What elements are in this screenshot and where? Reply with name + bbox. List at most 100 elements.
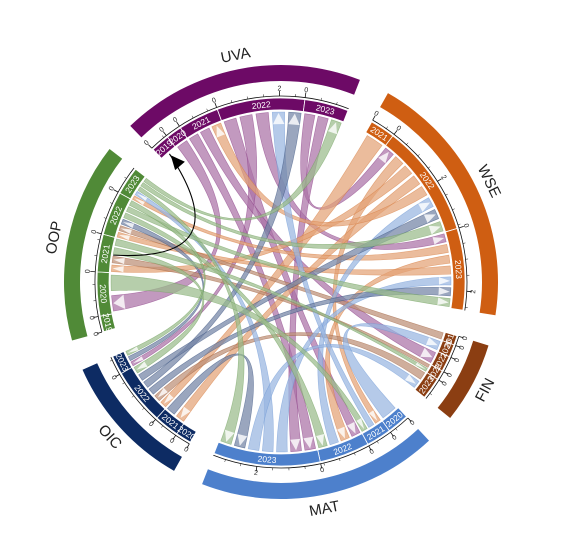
link-arrowhead — [120, 228, 132, 235]
link-arrowhead — [113, 294, 126, 310]
axis-tick — [457, 223, 461, 226]
link-arrowhead — [118, 234, 130, 241]
link-arrowhead — [438, 277, 450, 285]
axis-tick — [142, 407, 145, 410]
group-arc-wse — [380, 93, 499, 316]
link-arrowhead — [425, 337, 438, 346]
link-arrowhead — [420, 347, 433, 358]
axis-tick — [323, 462, 325, 466]
axis-tick — [96, 331, 103, 334]
axis-line — [110, 357, 190, 445]
axis-tick — [162, 131, 167, 136]
axis-tick — [386, 126, 388, 129]
chord-link — [271, 111, 375, 428]
year-sector — [213, 441, 321, 467]
axis-tick — [224, 459, 226, 462]
axis-line — [425, 336, 460, 399]
chord-link — [132, 195, 449, 261]
tick-label: 0 — [147, 421, 155, 429]
tick-label: 0 — [88, 315, 96, 320]
link-arrowhead — [336, 426, 345, 439]
axis-tick — [443, 371, 449, 375]
axis-tick — [372, 115, 376, 121]
year-label: 2023 — [257, 454, 277, 465]
link-arrowhead — [216, 125, 225, 138]
axis-tick — [113, 189, 119, 193]
link-arrowhead — [237, 433, 248, 446]
axis-tick — [445, 193, 448, 196]
tick-label: 0 — [168, 437, 175, 445]
chord-link — [137, 186, 245, 445]
year-label: 2023 — [453, 260, 464, 280]
axis-line — [94, 167, 135, 333]
link-arrowhead — [132, 356, 144, 364]
group-arc-fin — [437, 340, 489, 418]
axis-tick — [320, 463, 323, 469]
links-layer — [110, 111, 452, 453]
axis-line — [213, 417, 409, 469]
group-label-mat: MAT — [308, 498, 341, 520]
axis-tick — [172, 435, 177, 440]
tick-label: 0 — [391, 434, 398, 442]
chord-link — [154, 332, 426, 402]
link-arrowhead — [112, 266, 124, 273]
link-arrowhead — [327, 122, 338, 135]
axis-tick — [151, 419, 156, 424]
axis-tick — [438, 379, 444, 384]
axis-tick — [417, 154, 420, 157]
tick-label: 0 — [446, 372, 454, 379]
chord-link — [143, 119, 342, 221]
chord-link — [247, 344, 420, 451]
link-arrowhead — [180, 406, 191, 418]
axis-tick — [176, 121, 180, 127]
chord-link — [123, 212, 328, 449]
axis-tick — [354, 452, 356, 456]
link-arrowhead — [415, 362, 426, 370]
year-label: 2019 — [101, 312, 115, 333]
axis-tick — [162, 135, 165, 138]
chord-link — [111, 140, 221, 312]
link-arrowhead — [368, 410, 378, 421]
axis-tick — [395, 428, 398, 431]
tick-label: 0 — [462, 223, 470, 229]
tick-label: 0 — [395, 125, 402, 133]
chord-link — [125, 200, 206, 356]
axis-tick — [458, 336, 464, 339]
axis-tick — [109, 359, 113, 362]
axis-tick — [320, 97, 322, 101]
chord-link — [112, 247, 205, 374]
tick-label: 2 — [254, 470, 259, 477]
tick-label: 0 — [409, 419, 417, 427]
link-arrowhead — [225, 429, 235, 442]
year-sector — [302, 99, 349, 123]
axis-tick — [97, 239, 100, 241]
chord-link — [114, 238, 428, 372]
axis-tick — [406, 142, 409, 145]
tick-label: 0 — [158, 126, 165, 134]
year-label: 2020 — [98, 284, 109, 304]
highlighted-link-arrowhead — [170, 155, 185, 171]
tick-label: 0 — [85, 269, 92, 273]
axis-line — [372, 119, 468, 311]
tick-label: 0 — [91, 331, 99, 337]
chord-link — [276, 276, 452, 453]
link-arrowhead — [404, 374, 416, 384]
tick-label: 0 — [458, 345, 466, 351]
tick-label: 0 — [143, 139, 151, 147]
axis-tick — [109, 202, 113, 204]
link-arrowhead — [346, 421, 356, 434]
axis-tick — [124, 176, 127, 179]
group-arc-mat — [202, 428, 430, 500]
axis-tick — [452, 208, 455, 210]
axis-tick — [455, 345, 461, 348]
tick-label: 0 — [441, 380, 449, 387]
link-arrowhead — [418, 202, 431, 212]
chord-link — [317, 197, 434, 446]
year-label: 2021 — [99, 243, 112, 264]
axis-tick — [161, 425, 164, 428]
year-label: 2022 — [251, 99, 271, 111]
axis-tick — [407, 417, 412, 422]
link-arrowhead — [157, 387, 168, 398]
tick-label: 0 — [172, 116, 179, 124]
link-arrowhead — [113, 257, 125, 265]
